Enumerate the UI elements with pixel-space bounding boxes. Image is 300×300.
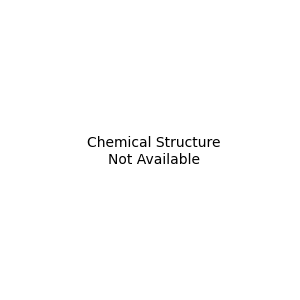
Text: Chemical Structure
Not Available: Chemical Structure Not Available [87, 136, 220, 166]
